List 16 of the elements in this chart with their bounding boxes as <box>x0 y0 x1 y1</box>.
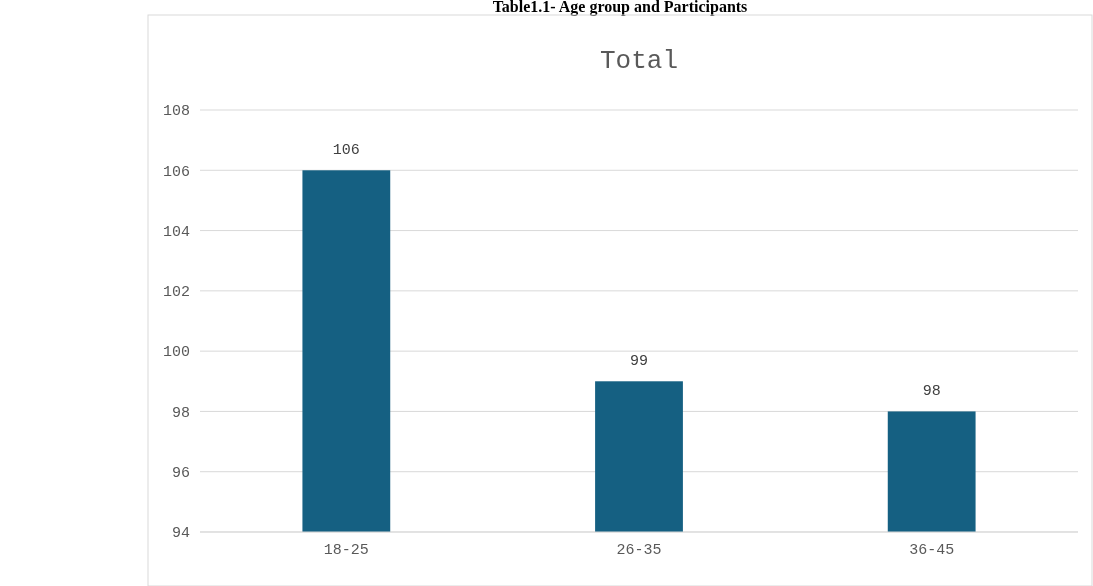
y-tick-label: 108 <box>162 103 190 121</box>
data-label: 98 <box>922 383 941 401</box>
y-tick-label: 96 <box>171 464 190 482</box>
y-tick-label: 98 <box>171 404 190 422</box>
y-tick-label: 106 <box>162 163 190 181</box>
data-label: 99 <box>629 353 649 371</box>
x-tick-label: 18-25 <box>323 542 369 559</box>
y-tick-label: 104 <box>162 223 190 241</box>
data-label: 106 <box>332 142 360 160</box>
chart-subtitle: Total <box>599 46 679 76</box>
y-tick-label: 100 <box>162 344 190 362</box>
y-tick-label: 102 <box>162 284 190 302</box>
x-tick-label: 26-35 <box>616 542 662 559</box>
x-tick-label: 36-45 <box>909 542 955 559</box>
y-tick-label: 94 <box>171 525 190 543</box>
chart-title: Table1.1- Age group and Participants <box>492 0 748 16</box>
